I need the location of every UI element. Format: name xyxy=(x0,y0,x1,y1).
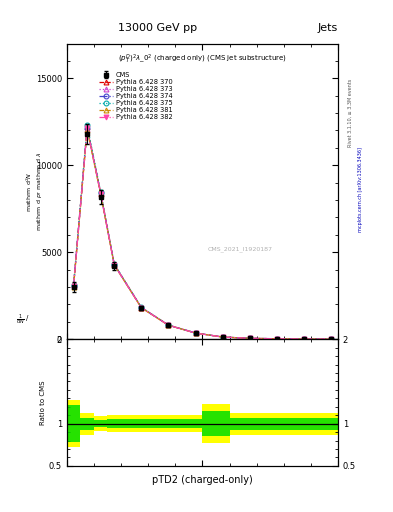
Pythia 6.428 382 xyxy=(112,262,117,268)
Pythia 6.428 382 xyxy=(275,336,279,342)
Line: Pythia 6.428 375: Pythia 6.428 375 xyxy=(71,123,334,342)
Text: Jets: Jets xyxy=(318,23,338,33)
Pythia 6.428 382 xyxy=(220,334,225,340)
Pythia 6.428 373 xyxy=(139,305,144,311)
Pythia 6.428 373 xyxy=(98,191,103,197)
Pythia 6.428 373 xyxy=(71,283,76,289)
Pythia 6.428 374 xyxy=(193,330,198,336)
Pythia 6.428 373 xyxy=(112,262,117,268)
Text: mcplots.cern.ch [arXiv:1306.3436]: mcplots.cern.ch [arXiv:1306.3436] xyxy=(358,147,363,232)
Pythia 6.428 370 xyxy=(112,261,117,267)
Pythia 6.428 374 xyxy=(71,283,76,289)
Pythia 6.428 381 xyxy=(112,262,117,268)
Pythia 6.428 381 xyxy=(98,191,103,198)
Text: Rivet 3.1.10, ≥ 3.3M events: Rivet 3.1.10, ≥ 3.3M events xyxy=(348,78,353,147)
Pythia 6.428 370 xyxy=(85,124,90,130)
Line: Pythia 6.428 373: Pythia 6.428 373 xyxy=(71,126,334,342)
Pythia 6.428 382 xyxy=(248,335,252,342)
Pythia 6.428 382 xyxy=(166,322,171,328)
Pythia 6.428 381 xyxy=(275,336,279,342)
Pythia 6.428 382 xyxy=(329,336,334,342)
Pythia 6.428 374 xyxy=(98,190,103,197)
Text: $(p_T^D)^2\lambda\_0^2$ (charged only) (CMS jet substructure): $(p_T^D)^2\lambda\_0^2$ (charged only) (… xyxy=(118,52,287,66)
Pythia 6.428 382 xyxy=(71,283,76,289)
Pythia 6.428 375 xyxy=(193,330,198,336)
Pythia 6.428 374 xyxy=(166,322,171,328)
Pythia 6.428 375 xyxy=(329,336,334,342)
Pythia 6.428 370 xyxy=(166,322,171,328)
Pythia 6.428 381 xyxy=(139,305,144,311)
Pythia 6.428 373 xyxy=(329,336,334,342)
Pythia 6.428 381 xyxy=(166,322,171,328)
Pythia 6.428 374 xyxy=(302,336,307,342)
Pythia 6.428 373 xyxy=(85,125,90,132)
Pythia 6.428 375 xyxy=(112,261,117,267)
Pythia 6.428 375 xyxy=(139,304,144,310)
Text: $\frac{1}{\mathrm{d}N}$ /: $\frac{1}{\mathrm{d}N}$ / xyxy=(16,313,31,327)
Pythia 6.428 370 xyxy=(220,334,225,340)
Pythia 6.428 370 xyxy=(139,305,144,311)
Pythia 6.428 370 xyxy=(329,336,334,342)
Legend: CMS, Pythia 6.428 370, Pythia 6.428 373, Pythia 6.428 374, Pythia 6.428 375, Pyt: CMS, Pythia 6.428 370, Pythia 6.428 373,… xyxy=(97,71,174,121)
Pythia 6.428 374 xyxy=(329,336,334,342)
X-axis label: pTD2 (charged-only): pTD2 (charged-only) xyxy=(152,475,253,485)
Pythia 6.428 373 xyxy=(166,322,171,328)
Line: Pythia 6.428 382: Pythia 6.428 382 xyxy=(71,126,334,342)
Pythia 6.428 375 xyxy=(275,336,279,342)
Pythia 6.428 382 xyxy=(98,191,103,197)
Pythia 6.428 381 xyxy=(329,336,334,342)
Pythia 6.428 382 xyxy=(302,336,307,342)
Pythia 6.428 381 xyxy=(248,335,252,342)
Pythia 6.428 374 xyxy=(275,336,279,342)
Pythia 6.428 374 xyxy=(139,305,144,311)
Pythia 6.428 374 xyxy=(248,335,252,342)
Pythia 6.428 373 xyxy=(220,334,225,340)
Pythia 6.428 375 xyxy=(302,336,307,342)
Pythia 6.428 375 xyxy=(85,122,90,129)
Y-axis label: Ratio to CMS: Ratio to CMS xyxy=(40,380,46,425)
Pythia 6.428 375 xyxy=(166,322,171,328)
Pythia 6.428 374 xyxy=(85,125,90,131)
Pythia 6.428 373 xyxy=(193,330,198,336)
Pythia 6.428 374 xyxy=(112,262,117,268)
Pythia 6.428 382 xyxy=(85,125,90,132)
Y-axis label: $\mathrm{mathrm\ d}^2N$
$\mathrm{mathrm\ d}\ p_T\ \mathrm{mathrm\ d}\ \lambda$: $\mathrm{mathrm\ d}^2N$ $\mathrm{mathrm\… xyxy=(24,152,44,231)
Pythia 6.428 375 xyxy=(98,189,103,195)
Pythia 6.428 381 xyxy=(71,284,76,290)
Line: Pythia 6.428 370: Pythia 6.428 370 xyxy=(71,124,334,342)
Pythia 6.428 370 xyxy=(248,335,252,342)
Pythia 6.428 370 xyxy=(302,336,307,342)
Pythia 6.428 381 xyxy=(85,126,90,133)
Pythia 6.428 381 xyxy=(220,334,225,340)
Pythia 6.428 373 xyxy=(248,335,252,342)
Pythia 6.428 382 xyxy=(139,305,144,311)
Pythia 6.428 370 xyxy=(98,190,103,196)
Text: CMS_2021_I1920187: CMS_2021_I1920187 xyxy=(208,246,273,252)
Pythia 6.428 381 xyxy=(302,336,307,342)
Line: Pythia 6.428 381: Pythia 6.428 381 xyxy=(71,127,334,342)
Pythia 6.428 375 xyxy=(220,334,225,340)
Pythia 6.428 382 xyxy=(193,330,198,336)
Pythia 6.428 375 xyxy=(71,282,76,288)
Pythia 6.428 381 xyxy=(193,330,198,336)
Text: 13000 GeV pp: 13000 GeV pp xyxy=(118,23,197,33)
Pythia 6.428 370 xyxy=(275,336,279,342)
Pythia 6.428 375 xyxy=(248,335,252,342)
Pythia 6.428 373 xyxy=(302,336,307,342)
Pythia 6.428 373 xyxy=(275,336,279,342)
Pythia 6.428 370 xyxy=(71,282,76,288)
Pythia 6.428 374 xyxy=(220,334,225,340)
Line: Pythia 6.428 374: Pythia 6.428 374 xyxy=(71,125,334,342)
Pythia 6.428 370 xyxy=(193,330,198,336)
